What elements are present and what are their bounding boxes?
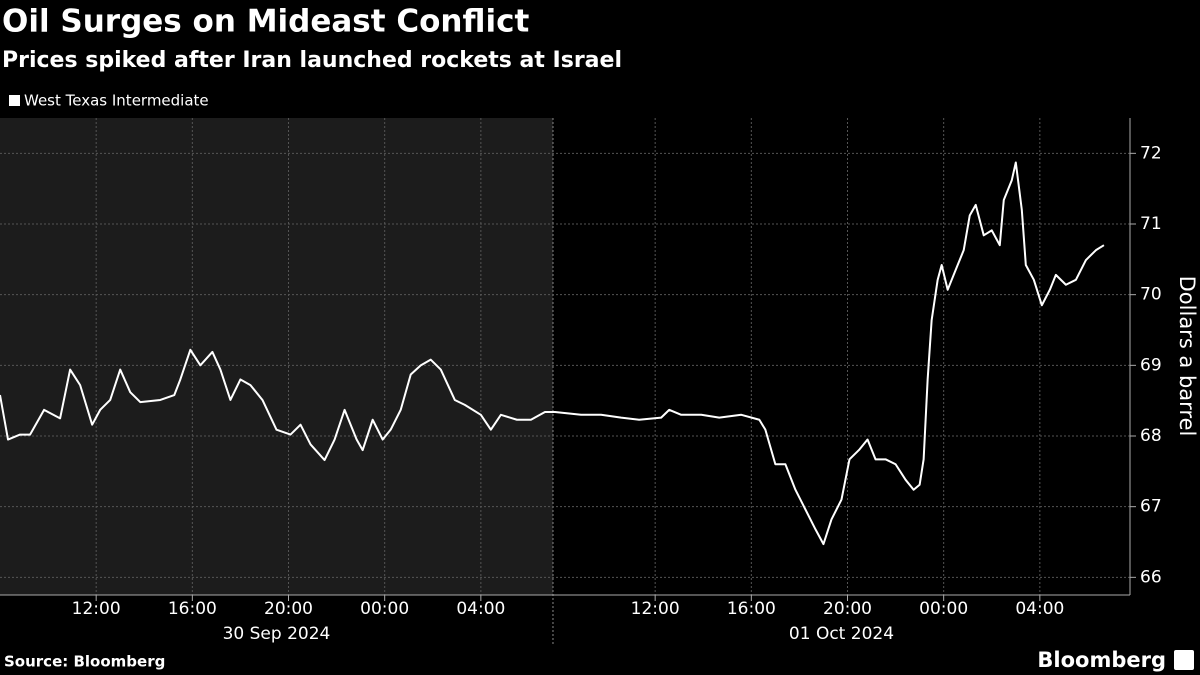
brand-icon: [1174, 650, 1194, 670]
date-label: 30 Sep 2024: [223, 624, 331, 644]
legend-label: West Texas Intermediate: [24, 92, 209, 110]
y-tick-label: 66: [1140, 567, 1162, 587]
y-tick-label: 70: [1140, 285, 1162, 305]
plot: 30 Sep 2024 01 Oct 2024 66 67 68 69 70 71 72 12:0…: [0, 118, 1162, 645]
x-tick-label: 20:00: [264, 599, 313, 619]
y-tick-label: 69: [1140, 355, 1162, 375]
x-tick-label: 12:00: [631, 599, 680, 619]
x-tick-label: 16:00: [727, 599, 776, 619]
x-tick-label: 00:00: [360, 599, 409, 619]
chart-title: Oil Surges on Mideast Conflict: [2, 4, 529, 40]
y-tick-label: 68: [1140, 426, 1162, 446]
price-line: [0, 161, 1105, 546]
chart-subtitle: Prices spiked after Iran launched rocket…: [2, 48, 622, 73]
date-label: 01 Oct 2024: [789, 624, 894, 644]
y-axis-label: Dollars a barrel: [1175, 276, 1199, 437]
x-tick-label: 04:00: [1015, 599, 1064, 619]
x-tick-label: 16:00: [168, 599, 217, 619]
session-shade: [0, 118, 553, 595]
x-tick-label: 20:00: [823, 599, 872, 619]
legend-swatch: [9, 95, 20, 106]
x-tick-label: 04:00: [456, 599, 505, 619]
brand-logo: Bloomberg: [1037, 648, 1166, 672]
y-tick-label: 71: [1140, 214, 1162, 234]
x-tick-label: 12:00: [72, 599, 121, 619]
y-tick-label: 72: [1140, 143, 1162, 163]
y-tick-label: 67: [1140, 497, 1162, 517]
source: Source: Bloomberg: [4, 653, 165, 671]
x-tick-label: 00:00: [919, 599, 968, 619]
